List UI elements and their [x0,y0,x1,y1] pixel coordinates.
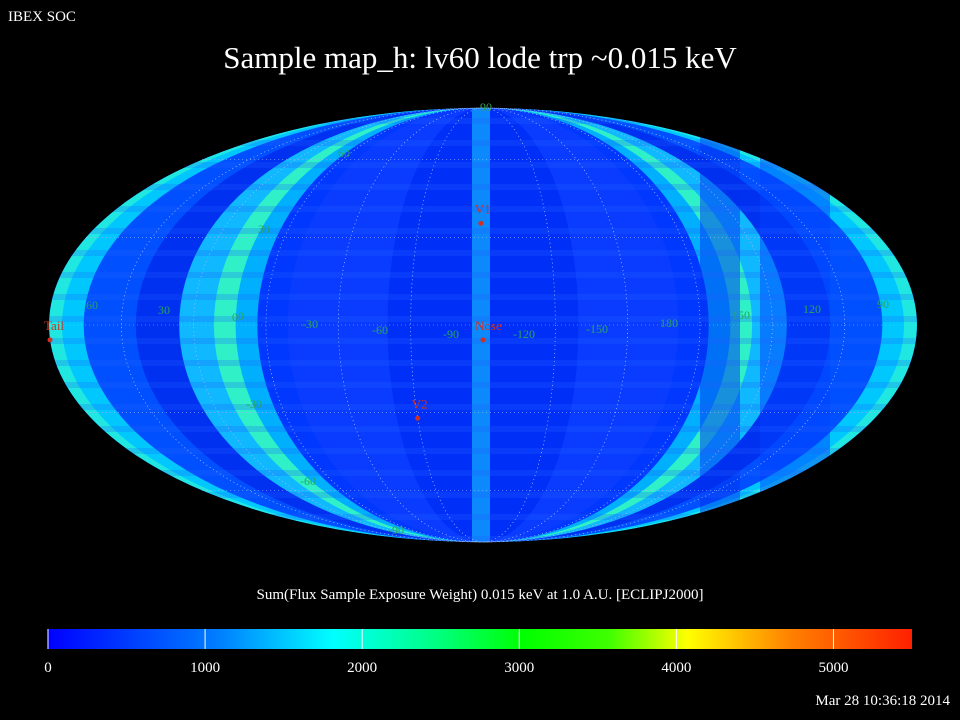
meridian-label: -30 [302,317,318,331]
meridian-label: 180 [660,316,678,330]
meridian-label: 0 [232,310,238,324]
meridian-label: 120 [803,302,821,316]
meridian-label: -120 [513,327,535,341]
colorbar-ticks [47,629,834,649]
map-markers: V1 Nose V2 Tail [44,201,502,421]
flux-streak [49,404,917,410]
flux-streak [49,470,917,476]
flux-bands [49,108,917,542]
colorbar-title: Sum(Flux Sample Exposure Weight) 0.015 k… [256,587,704,603]
colorbar-tick-label: 3000 [504,660,535,676]
parallel-label: 90 [480,100,492,114]
meridian-label: 60 [86,298,98,312]
colorbar [48,629,912,649]
graticule-labels: 90 60 30 0 -30 -60 -90 60 30 0 -30 -60 -90 -120 -150 18… [86,100,889,537]
colorbar-tick-label: 5000 [818,660,849,676]
parallel-label: -90 [388,523,404,537]
meridian-line [193,107,773,543]
flux-streak [49,118,917,124]
organization-label: IBEX SOC [8,9,76,25]
flux-streak [49,228,917,234]
parallel-label: 0 [238,309,244,323]
meridian-line [265,107,701,543]
marker-dot [47,337,53,343]
parallel-label: -60 [300,474,316,488]
flux-streak [49,360,917,366]
marker-dot [415,415,421,421]
meridian-label: 30 [158,303,170,317]
flux-streak [49,492,917,498]
parallel-label: 30 [258,222,270,236]
marker-dot [478,220,484,226]
parallel-label: 60 [338,146,350,160]
meridian-line [121,107,845,543]
flux-streak [49,536,917,542]
meridian-label: -90 [443,327,459,341]
meridian-label: 150 [732,308,750,322]
marker-label: Tail [44,318,64,333]
marker-label: V2 [412,396,428,411]
flux-streak [49,514,917,520]
flux-streak [49,162,917,168]
flux-band [760,108,830,542]
colorbar-tick-label: 2000 [347,660,378,676]
flux-streak [49,206,917,212]
flux-streak [49,184,917,190]
marker-dot [480,337,486,343]
marker-label: Nose [475,318,502,333]
flux-streak [49,140,917,146]
flux-streak [49,294,917,300]
meridian-label: -150 [586,322,608,336]
flux-streak [49,426,917,432]
parallel-label: -30 [246,397,262,411]
meridian-label: -60 [372,323,388,337]
flux-streak [49,272,917,278]
meridian-label: 90 [877,297,889,311]
flux-streak [49,250,917,256]
colorbar-tick-label: 1000 [190,660,221,676]
map-title: Sample map_h: lv60 lode trp ~0.015 keV [223,40,737,75]
colorbar-tick-label: 4000 [661,660,692,676]
colorbar-tick-label: 0 [44,660,52,676]
marker-label: V1 [475,201,491,216]
graticule [49,107,917,543]
flux-streak [49,382,917,388]
timestamp: Mar 28 10:36:18 2014 [815,693,950,709]
flux-streak [49,316,917,322]
flux-streak [49,448,917,454]
